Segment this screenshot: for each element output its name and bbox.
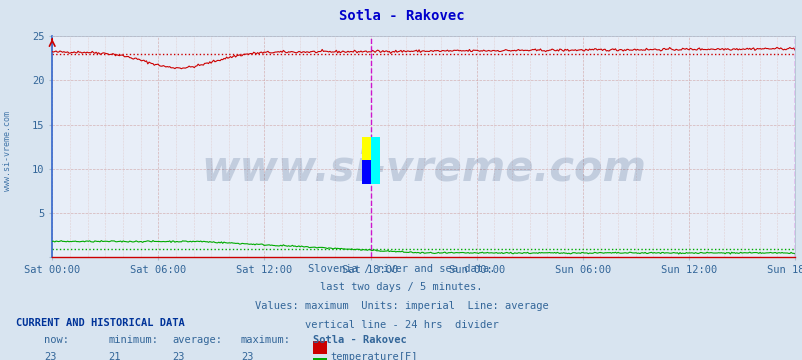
- Text: CURRENT AND HISTORICAL DATA: CURRENT AND HISTORICAL DATA: [16, 318, 184, 328]
- Text: vertical line - 24 hrs  divider: vertical line - 24 hrs divider: [304, 320, 498, 330]
- Text: Sotla - Rakovec: Sotla - Rakovec: [338, 9, 464, 23]
- Polygon shape: [362, 137, 371, 160]
- Polygon shape: [362, 160, 371, 184]
- Text: www.si-vreme.com: www.si-vreme.com: [3, 111, 12, 191]
- Text: 23: 23: [44, 352, 57, 360]
- Text: temperature[F]: temperature[F]: [330, 352, 417, 360]
- Text: www.si-vreme.com: www.si-vreme.com: [200, 148, 646, 190]
- Text: 21: 21: [108, 352, 121, 360]
- Text: average:: average:: [172, 335, 222, 345]
- Text: Slovenia / river and sea data.: Slovenia / river and sea data.: [307, 264, 495, 274]
- Text: 23: 23: [172, 352, 185, 360]
- Text: last two days / 5 minutes.: last two days / 5 minutes.: [320, 282, 482, 292]
- Text: Sotla - Rakovec: Sotla - Rakovec: [313, 335, 407, 345]
- Text: now:: now:: [44, 335, 69, 345]
- Text: 23: 23: [241, 352, 253, 360]
- Text: maximum:: maximum:: [241, 335, 290, 345]
- Text: minimum:: minimum:: [108, 335, 158, 345]
- Polygon shape: [371, 137, 379, 184]
- Text: Values: maximum  Units: imperial  Line: average: Values: maximum Units: imperial Line: av…: [254, 301, 548, 311]
